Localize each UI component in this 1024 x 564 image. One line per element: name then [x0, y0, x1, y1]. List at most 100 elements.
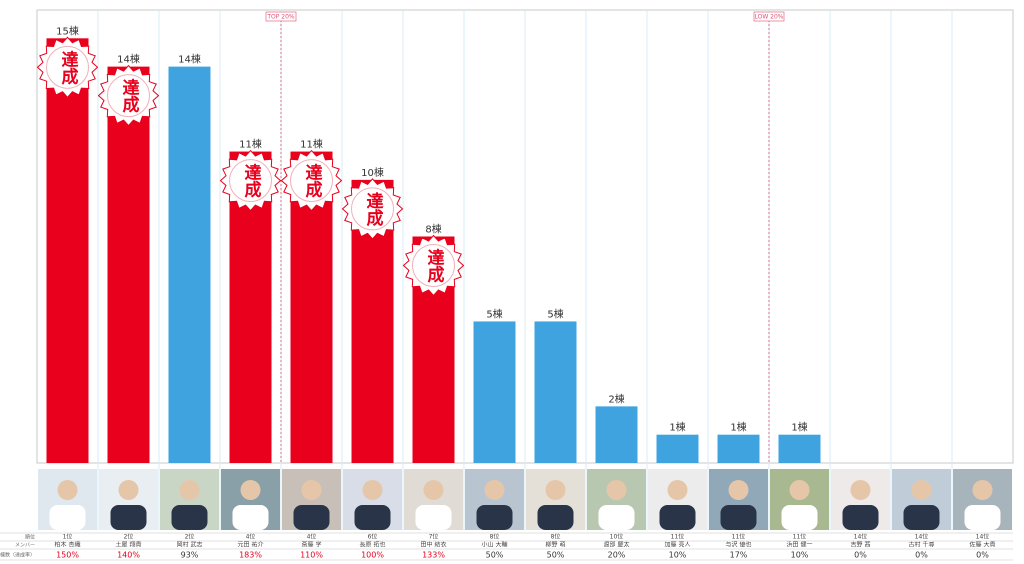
- rate-label: 0%: [854, 551, 867, 560]
- member-head: [118, 480, 139, 500]
- member-head: [423, 480, 444, 500]
- bar: [778, 434, 821, 463]
- bar: [534, 321, 577, 463]
- badge-label: 達成: [424, 248, 445, 283]
- rate-label: 150%: [56, 551, 79, 560]
- rank-label: 14位: [976, 533, 990, 541]
- member-name: 小山 大輔: [482, 541, 508, 549]
- marker-label: LOW 20%: [754, 14, 783, 21]
- member-body: [232, 505, 269, 530]
- value-label: 5棟: [547, 307, 563, 320]
- rank-label: 2位: [185, 533, 195, 541]
- member-body: [415, 505, 452, 530]
- rank-label: 1位: [63, 533, 73, 541]
- rank-label: 11位: [671, 533, 685, 541]
- bar: [107, 66, 150, 463]
- rate-label: 133%: [422, 551, 445, 560]
- value-label: 1棟: [669, 421, 685, 434]
- value-label: 14棟: [178, 53, 201, 66]
- rate-label: 50%: [547, 551, 565, 560]
- member-head: [728, 480, 749, 500]
- value-label: 11棟: [300, 138, 323, 151]
- value-label: 14棟: [117, 53, 140, 66]
- member-body: [171, 505, 208, 530]
- badge-ring: [229, 159, 272, 203]
- badge-label: 達成: [119, 79, 140, 114]
- value-label: 5棟: [486, 307, 502, 320]
- badge-ring: [351, 187, 394, 231]
- rate-label: 50%: [486, 551, 504, 560]
- member-body: [659, 505, 696, 530]
- bar: [168, 66, 211, 463]
- member-name: 土屋 翔貴: [116, 541, 142, 549]
- rank-label: 14位: [915, 533, 929, 541]
- member-body: [49, 505, 86, 530]
- member-name: 加藤 亮人: [665, 541, 691, 549]
- member-body: [903, 505, 940, 530]
- badge-label: 達成: [363, 192, 384, 227]
- member-body: [476, 505, 513, 530]
- member-head: [240, 480, 261, 500]
- member-body: [598, 505, 635, 530]
- value-label: 1棟: [791, 421, 807, 434]
- bar: [656, 434, 699, 463]
- value-label: 1棟: [730, 421, 746, 434]
- member-name: 古村 千尋: [909, 541, 935, 549]
- member-head: [362, 480, 383, 500]
- value-label: 2棟: [608, 392, 624, 405]
- member-head: [301, 480, 322, 500]
- member-name: 柳野 萌: [546, 541, 566, 549]
- badge-label: 達成: [241, 164, 262, 199]
- rank-label: 11位: [793, 533, 807, 541]
- value-label: 10棟: [361, 166, 384, 179]
- member-name: 与沢 優也: [726, 541, 752, 549]
- member-head: [484, 480, 505, 500]
- member-body: [964, 505, 1001, 530]
- badge-label: 達成: [302, 164, 323, 199]
- rate-label: 93%: [181, 551, 199, 560]
- badge-label: 達成: [58, 50, 79, 85]
- member-name: 渡部 慶太: [604, 541, 630, 549]
- member-name: 吉野 茜: [851, 541, 871, 549]
- rate-label: 10%: [669, 551, 687, 560]
- row-label: 棟数（達成率）: [0, 552, 35, 559]
- bar: [473, 321, 516, 463]
- rate-label: 140%: [117, 551, 140, 560]
- badge-ring: [107, 74, 150, 118]
- member-body: [842, 505, 879, 530]
- rate-label: 183%: [239, 551, 262, 560]
- marker-box: [265, 11, 297, 22]
- rank-label: 11位: [732, 533, 746, 541]
- member-body: [781, 505, 818, 530]
- member-body: [354, 505, 391, 530]
- member-head: [606, 480, 627, 500]
- member-head: [911, 480, 932, 500]
- member-name: 岡村 武志: [177, 541, 203, 549]
- member-name: 斎藤 学: [302, 541, 322, 549]
- rank-label: 8位: [551, 533, 561, 541]
- rate-label: 110%: [300, 551, 323, 560]
- rate-label: 100%: [361, 551, 384, 560]
- member-body: [293, 505, 330, 530]
- bar: [595, 406, 638, 463]
- rank-label: 14位: [854, 533, 868, 541]
- row-label: 順位: [25, 534, 35, 541]
- badge-ring: [46, 45, 89, 89]
- rank-label: 4位: [307, 533, 317, 541]
- marker-box: [753, 11, 785, 22]
- rank-label: 2位: [124, 533, 134, 541]
- badge-ring: [412, 244, 455, 287]
- member-name: 柏木 杏織: [55, 541, 81, 549]
- member-head: [850, 480, 871, 500]
- member-name: 田中 結衣: [421, 541, 447, 549]
- rank-label: 7位: [429, 533, 439, 541]
- value-label: 11棟: [239, 138, 262, 151]
- member-body: [110, 505, 147, 530]
- member-name: 元田 祐介: [238, 541, 264, 549]
- rank-label: 8位: [490, 533, 500, 541]
- rank-label: 6位: [368, 533, 378, 541]
- member-head: [179, 480, 200, 500]
- bar: [46, 38, 89, 463]
- marker-label: TOP 20%: [266, 14, 295, 21]
